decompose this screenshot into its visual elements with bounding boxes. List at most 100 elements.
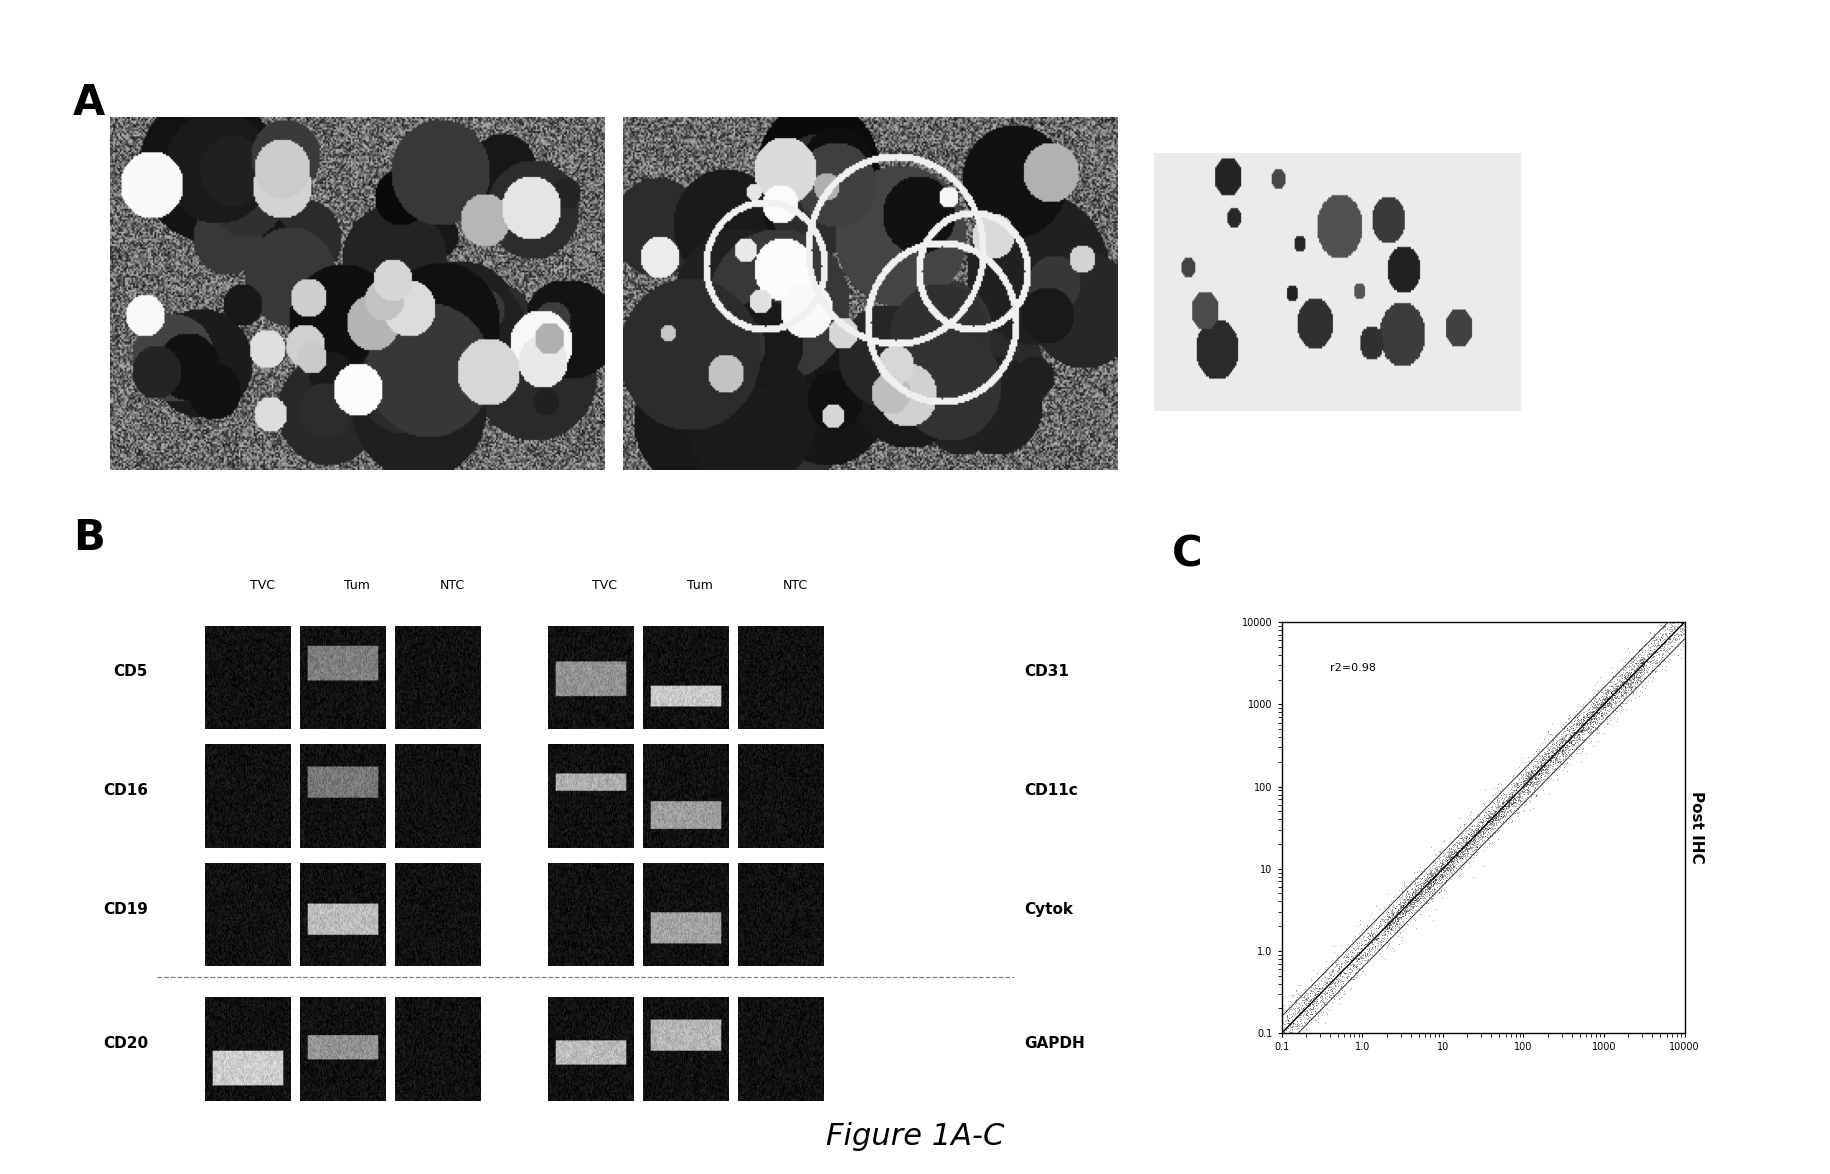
Point <box>1444 851 1473 870</box>
Point <box>1404 885 1433 904</box>
Point <box>1486 794 1515 812</box>
Point <box>1466 817 1495 836</box>
Point <box>1532 753 1561 771</box>
Point <box>1277 1000 1307 1019</box>
Point <box>1563 731 1592 750</box>
Point <box>1285 1004 1314 1023</box>
Point <box>1678 606 1707 625</box>
Point <box>1594 695 1623 714</box>
Point <box>1288 999 1318 1018</box>
Point <box>1319 974 1349 993</box>
Point <box>1438 853 1468 872</box>
Point <box>1643 636 1673 655</box>
Point <box>1365 916 1394 935</box>
Point <box>1651 642 1680 661</box>
Point <box>1577 715 1607 734</box>
Point <box>1510 791 1539 810</box>
Point <box>1662 609 1691 628</box>
Point <box>1590 703 1620 722</box>
Point <box>1499 792 1528 811</box>
Point <box>1493 805 1523 824</box>
Point <box>1294 1011 1323 1030</box>
Point <box>1579 713 1609 731</box>
Point <box>1585 706 1614 724</box>
Point <box>1629 647 1658 666</box>
Point <box>1643 653 1673 672</box>
Point <box>1281 987 1310 1006</box>
Point <box>1614 657 1643 676</box>
Point <box>1446 838 1475 857</box>
Point <box>1374 913 1404 932</box>
Point <box>1603 677 1632 696</box>
Point <box>1678 601 1707 620</box>
Point <box>1469 795 1499 814</box>
Point <box>1433 850 1462 869</box>
Point <box>1502 782 1532 801</box>
Point <box>1632 672 1662 690</box>
Point <box>1440 842 1469 861</box>
Point <box>1277 1030 1307 1048</box>
Point <box>1667 599 1696 618</box>
Point <box>1559 724 1588 743</box>
Point <box>1488 792 1517 811</box>
Point <box>1556 727 1585 745</box>
Point <box>1464 811 1493 830</box>
Point <box>1550 730 1579 749</box>
Point <box>1455 832 1484 851</box>
Point <box>1561 721 1590 740</box>
Point <box>1515 770 1545 789</box>
Point <box>1512 782 1541 801</box>
Point <box>1594 688 1623 707</box>
Point <box>1453 819 1482 838</box>
Point <box>1625 659 1654 677</box>
Point <box>1530 760 1559 778</box>
Point <box>1420 857 1449 876</box>
Point <box>1588 689 1618 708</box>
Point <box>1358 925 1387 944</box>
Point <box>1482 811 1512 830</box>
Point <box>1497 784 1526 803</box>
Point <box>1545 750 1574 769</box>
Point <box>1656 608 1685 627</box>
Point <box>1614 675 1643 694</box>
Point <box>1288 986 1318 1005</box>
Point <box>1433 851 1462 870</box>
Point <box>1363 916 1393 935</box>
Point <box>1621 649 1651 668</box>
Point <box>1402 876 1431 895</box>
Point <box>1369 925 1398 944</box>
Point <box>1319 958 1349 977</box>
Point <box>1488 784 1517 803</box>
Point <box>1471 828 1501 846</box>
Point <box>1415 870 1444 889</box>
Point <box>1599 684 1629 703</box>
Point <box>1330 976 1360 994</box>
Point <box>1424 859 1453 878</box>
Point <box>1552 721 1581 740</box>
Point <box>1396 900 1426 919</box>
Point <box>1674 606 1704 625</box>
Point <box>1376 924 1405 943</box>
Point <box>1362 925 1391 944</box>
Point <box>1327 967 1356 986</box>
Point <box>1314 969 1343 987</box>
Point <box>1515 775 1545 794</box>
Point <box>1468 824 1497 843</box>
Point <box>1616 680 1645 699</box>
Text: Cytok: Cytok <box>1023 902 1072 917</box>
Point <box>1530 754 1559 772</box>
Point <box>1674 599 1704 618</box>
Point <box>1587 683 1616 702</box>
Point <box>1601 682 1631 701</box>
Point <box>1596 687 1625 706</box>
Point <box>1674 633 1704 652</box>
Point <box>1442 828 1471 846</box>
Point <box>1519 764 1548 783</box>
Point <box>1433 861 1462 879</box>
Point <box>1330 963 1360 981</box>
Point <box>1460 822 1490 841</box>
Point <box>1616 666 1645 684</box>
Point <box>1572 706 1601 724</box>
Point <box>1556 720 1585 738</box>
Point <box>1665 609 1695 628</box>
